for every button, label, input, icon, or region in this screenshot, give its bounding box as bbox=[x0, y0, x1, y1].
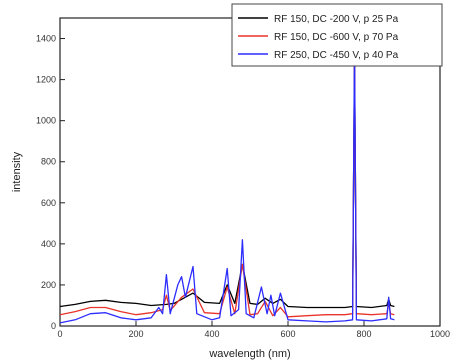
x-axis-label: wavelength (nm) bbox=[208, 348, 290, 360]
x-tick-label: 600 bbox=[280, 329, 295, 339]
legend-box bbox=[231, 3, 443, 67]
x-tick-label: 800 bbox=[356, 329, 371, 339]
series-line-2 bbox=[59, 52, 395, 318]
y-axis-label: intensity bbox=[11, 151, 23, 192]
legend-label-series-3: RF 250, DC -450 V, p 40 Pa bbox=[274, 50, 399, 61]
x-tick-label: 0 bbox=[57, 329, 62, 339]
x-tick-label: 1000 bbox=[430, 329, 450, 339]
y-tick-label: 1200 bbox=[36, 75, 56, 85]
legend-label-series-1: RF 150, DC -200 V, p 25 Pa bbox=[274, 14, 399, 25]
y-tick-label: 200 bbox=[41, 280, 56, 290]
x-axis: 0 200 400 600 800 1000 bbox=[57, 321, 450, 339]
y-tick-label: 1000 bbox=[36, 116, 56, 126]
legend-label-series-2: RF 150, DC -600 V, p 70 Pa bbox=[274, 32, 399, 43]
y-tick-label: 400 bbox=[41, 239, 56, 249]
y-axis: 0 200 400 600 800 1000 1200 1400 bbox=[36, 34, 65, 331]
y-tick-label: 800 bbox=[41, 157, 56, 167]
legend: RF 150, DC -200 V, p 25 Pa RF 150, DC -6… bbox=[231, 3, 443, 67]
x-tick-label: 200 bbox=[128, 329, 143, 339]
y-tick-label: 0 bbox=[51, 321, 56, 331]
series-line-3 bbox=[59, 45, 395, 324]
y-tick-label: 1400 bbox=[36, 34, 56, 44]
series-group bbox=[59, 45, 395, 324]
x-tick-label: 400 bbox=[204, 329, 219, 339]
y-tick-label: 600 bbox=[41, 198, 56, 208]
